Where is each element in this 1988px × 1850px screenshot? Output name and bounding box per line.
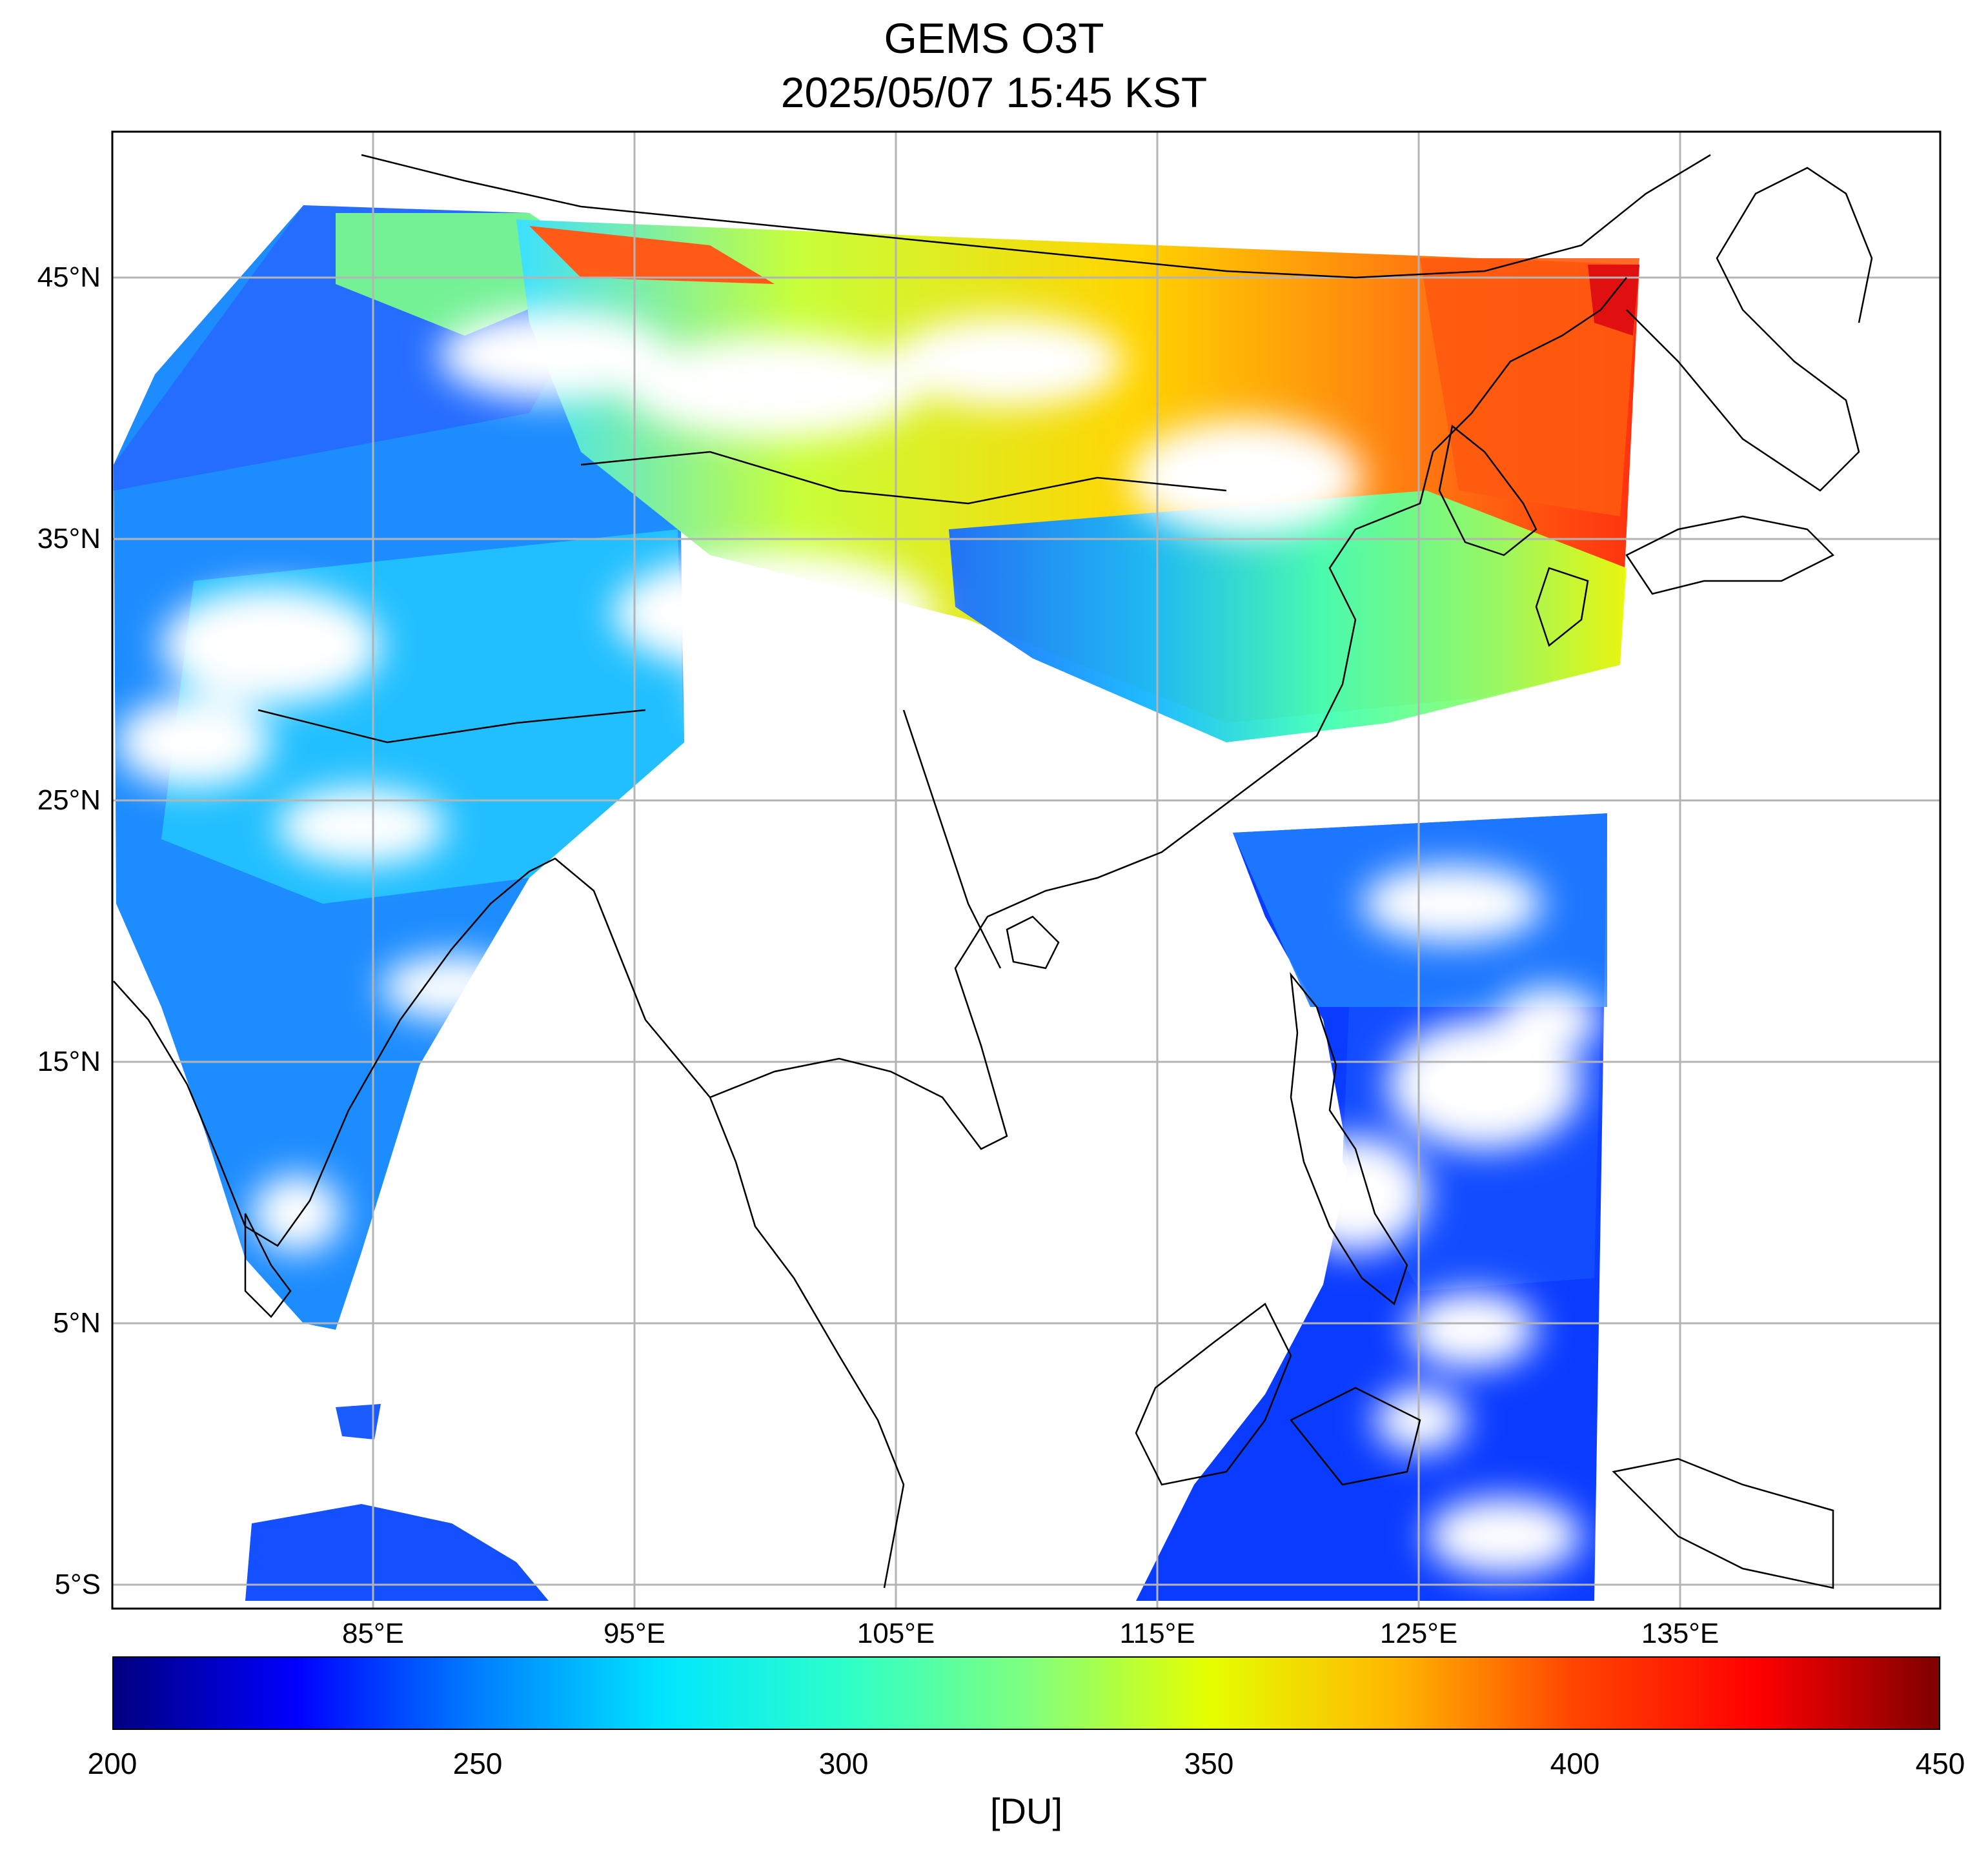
data-layer (114, 205, 1639, 1601)
colorbar-tick-300: 300 (818, 1747, 869, 1780)
coastlines (113, 154, 1873, 1589)
lat-label-25n: 25°N (37, 784, 101, 816)
graticule (112, 132, 1940, 1609)
colorbar-tick-450: 450 (1915, 1747, 1965, 1780)
lat-label-15n: 15°N (37, 1046, 101, 1077)
ozone-map (111, 130, 1942, 1610)
colorbar-tick-250: 250 (452, 1747, 503, 1780)
lat-label-35n: 35°N (37, 523, 101, 554)
colorbar (112, 1656, 1940, 1730)
map-timestamp: 2025/05/07 15:45 KST (780, 68, 1208, 116)
cloud-gaps (116, 310, 1601, 1575)
map-frame (111, 130, 1942, 1610)
colorbar-unit: [DU] (990, 1791, 1062, 1831)
colorbar-tick-200: 200 (87, 1747, 137, 1780)
lat-label-5n: 5°N (53, 1307, 101, 1339)
map-title: GEMS O3T (884, 14, 1104, 62)
lon-label-95e: 95°E (604, 1618, 665, 1649)
lon-label-135e: 135°E (1641, 1618, 1719, 1649)
lat-label-5s: 5°S (54, 1569, 101, 1600)
lon-label-115e: 115°E (1119, 1618, 1195, 1649)
colorbar-tick-400: 400 (1550, 1747, 1600, 1780)
lon-label-85e: 85°E (342, 1618, 404, 1649)
colorbar-tick-350: 350 (1184, 1747, 1234, 1780)
lon-label-125e: 125°E (1379, 1618, 1458, 1649)
lat-label-45n: 45°N (37, 261, 101, 293)
lon-label-105e: 105°E (857, 1618, 935, 1649)
swath-indian-ocean (245, 1504, 549, 1601)
